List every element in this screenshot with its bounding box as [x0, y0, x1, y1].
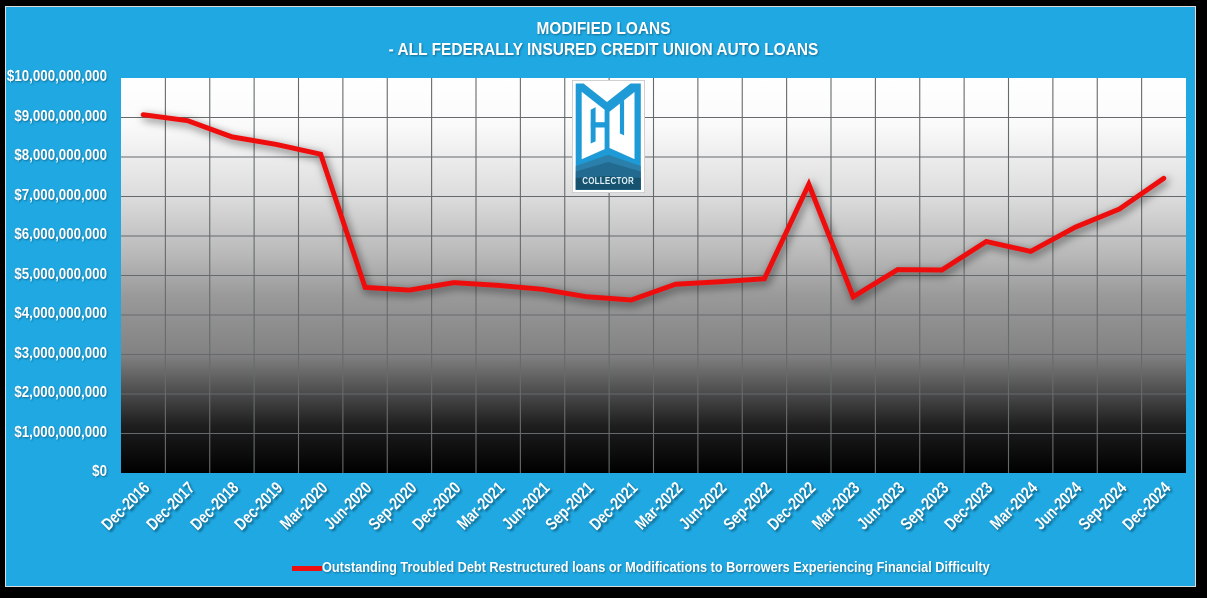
svg-text:COLLECTOR: COLLECTOR — [582, 175, 634, 186]
